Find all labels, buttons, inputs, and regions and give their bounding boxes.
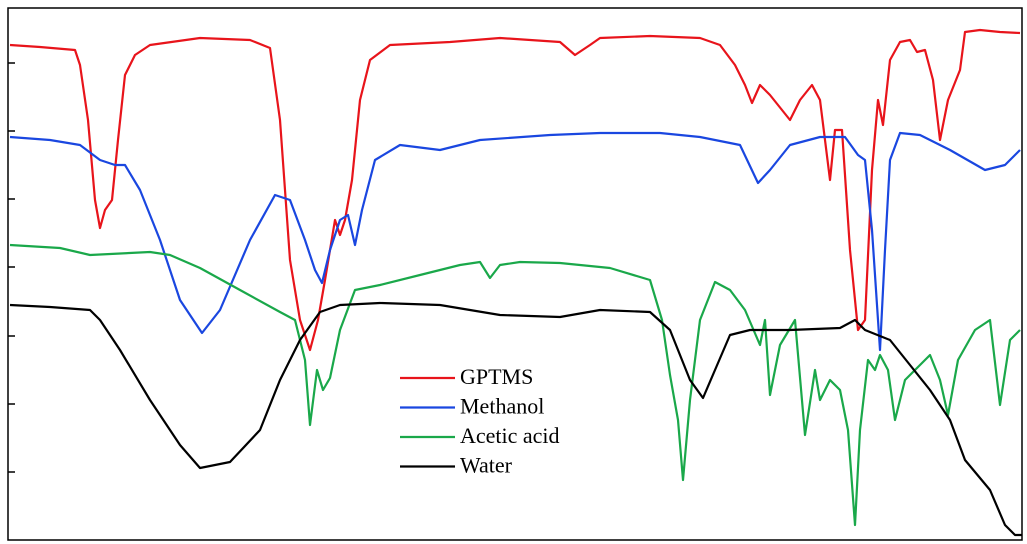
plot-frame	[7, 7, 1023, 541]
legend-label: Methanol	[460, 394, 544, 419]
series-line	[9, 131, 1021, 352]
series-line	[9, 28, 1021, 352]
legend-label: GPTMS	[460, 364, 533, 389]
series-line	[9, 243, 1021, 527]
legend-label: Water	[460, 453, 513, 478]
legend-label: Acetic acid	[460, 423, 560, 448]
series-line	[9, 301, 1022, 537]
